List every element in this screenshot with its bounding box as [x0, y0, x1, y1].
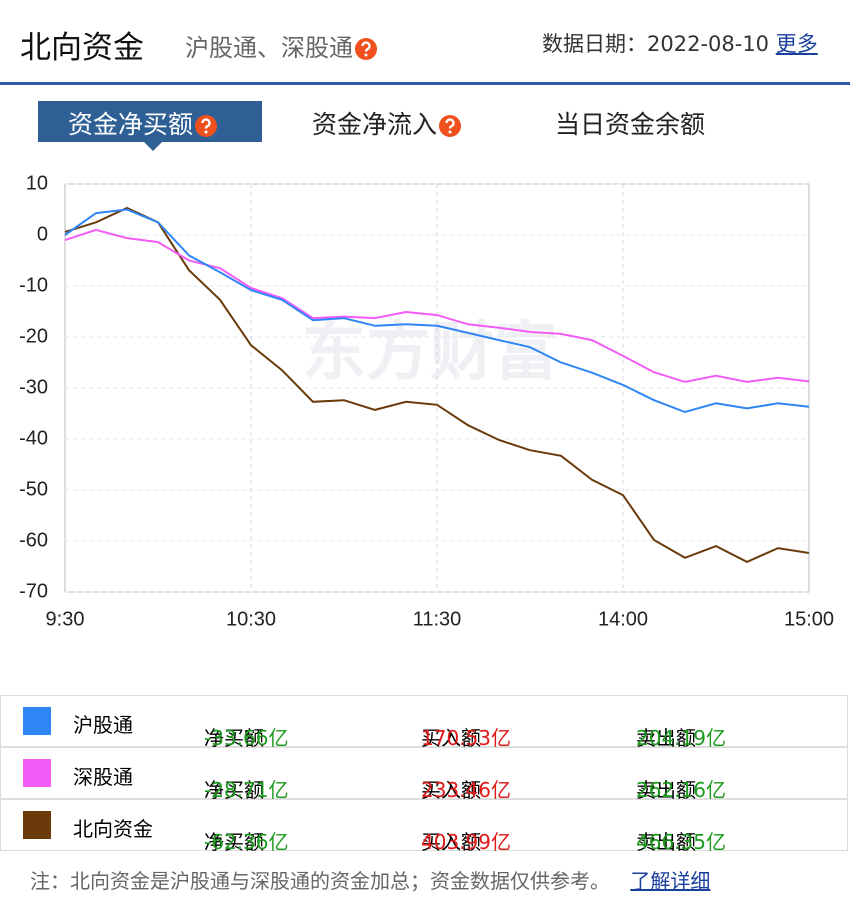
date-value: 2022-08-10: [647, 32, 770, 56]
table-row: 深股通净买额 -28.71亿 买入额 233.46亿 卖出额 262.16亿: [0, 747, 848, 802]
table-row: 北向资金净买额 -62.36亿 买入额 403.99亿 卖出额 466.35亿: [0, 799, 848, 854]
cell-label: 净买额: [204, 778, 264, 802]
cell-label: 买入额: [421, 726, 481, 750]
y-tick-label: -30: [19, 376, 48, 398]
cell-label: 买入额: [421, 830, 481, 854]
row-name: 北向资金: [73, 817, 153, 841]
date: 数据日期：2022-08-10 更多: [542, 28, 818, 58]
y-tick-label: 10: [26, 172, 48, 194]
cell-value: 403.99亿: [421, 830, 511, 854]
y-tick-label: -10: [19, 274, 48, 296]
cell-value: -33.66亿: [204, 726, 289, 750]
y-tick-label: -20: [19, 325, 48, 347]
series-line: [64, 208, 810, 414]
color-swatch: [23, 759, 51, 787]
color-swatch: [23, 707, 51, 735]
x-tick-label: 15:00: [784, 608, 834, 630]
more-link[interactable]: 更多: [775, 32, 818, 56]
cell-value: 170.53亿: [421, 726, 511, 750]
x-tick-label: 11:30: [413, 608, 462, 630]
x-tick-label: 10:30: [226, 608, 276, 630]
tab-arrow: [143, 141, 163, 151]
y-tick-label: -40: [19, 427, 48, 449]
cell-label: 卖出额: [636, 726, 696, 750]
help-icon[interactable]: [195, 115, 218, 137]
tab[interactable]: 资金净流入: [312, 105, 462, 141]
header-rule: [0, 82, 850, 85]
cell-value: 233.46亿: [421, 778, 511, 802]
cell-value: -62.36亿: [204, 830, 289, 854]
color-swatch: [23, 811, 51, 839]
cell-value: -28.71亿: [204, 778, 289, 802]
tab-text: 资金净流入: [312, 110, 438, 139]
row-name: 沪股通: [73, 713, 133, 737]
series-line: [64, 228, 810, 383]
detail-link[interactable]: 了解详细: [630, 869, 711, 893]
cell-label: 净买额: [204, 830, 264, 854]
x-tick-label: 9:30: [46, 608, 85, 630]
help-icon[interactable]: [439, 115, 462, 137]
tab[interactable]: 资金净买额: [68, 105, 218, 141]
cell-value: 262.16亿: [636, 778, 726, 802]
tab-text: 资金净买额: [68, 110, 194, 139]
tab[interactable]: 当日资金余额: [555, 110, 706, 139]
y-tick-label: -60: [19, 529, 48, 551]
y-tick-label: -50: [19, 478, 48, 500]
date-label: 数据日期：: [542, 32, 647, 56]
cell-label: 卖出额: [636, 778, 696, 802]
cell-value: 204.19亿: [636, 726, 726, 750]
watermark: 东方财富: [302, 316, 558, 388]
help-icon[interactable]: [355, 38, 377, 60]
cell-label: 卖出额: [636, 830, 696, 854]
cell-value: 466.35亿: [636, 830, 726, 854]
footer: 注：北向资金是沪股通与深股通的资金加总；资金数据仅供参考。 了解详细: [30, 865, 710, 894]
table-row: 沪股通净买额 -33.66亿 买入额 170.53亿 卖出额 204.19亿: [0, 695, 848, 750]
chart: 东方财富 -70 -60 -50 -40 -30 -20 -10 0 10 9:30 10:30 11…: [19, 172, 834, 630]
series-line: [64, 206, 810, 564]
y-tick-label: 0: [37, 223, 48, 245]
footer-note: 注：北向资金是沪股通与深股通的资金加总；资金数据仅供参考。: [30, 869, 610, 893]
y-tick-label: -70: [19, 580, 48, 602]
active-tab[interactable]: [38, 101, 262, 142]
x-tick-label: 14:00: [598, 608, 648, 630]
subtitle: 沪股通、深股通: [185, 28, 377, 63]
summary-table: 沪股通 净买额 -33.66亿 买入额 170.53亿 卖出额 204.19亿 深股通 净买额 -…: [0, 695, 850, 855]
cell-label: 净买额: [204, 726, 264, 750]
subtitle-text: 沪股通、深股通: [185, 34, 353, 62]
row-name: 深股通: [73, 765, 133, 789]
cell-label: 买入额: [421, 778, 481, 802]
title: 北向资金: [20, 30, 144, 66]
